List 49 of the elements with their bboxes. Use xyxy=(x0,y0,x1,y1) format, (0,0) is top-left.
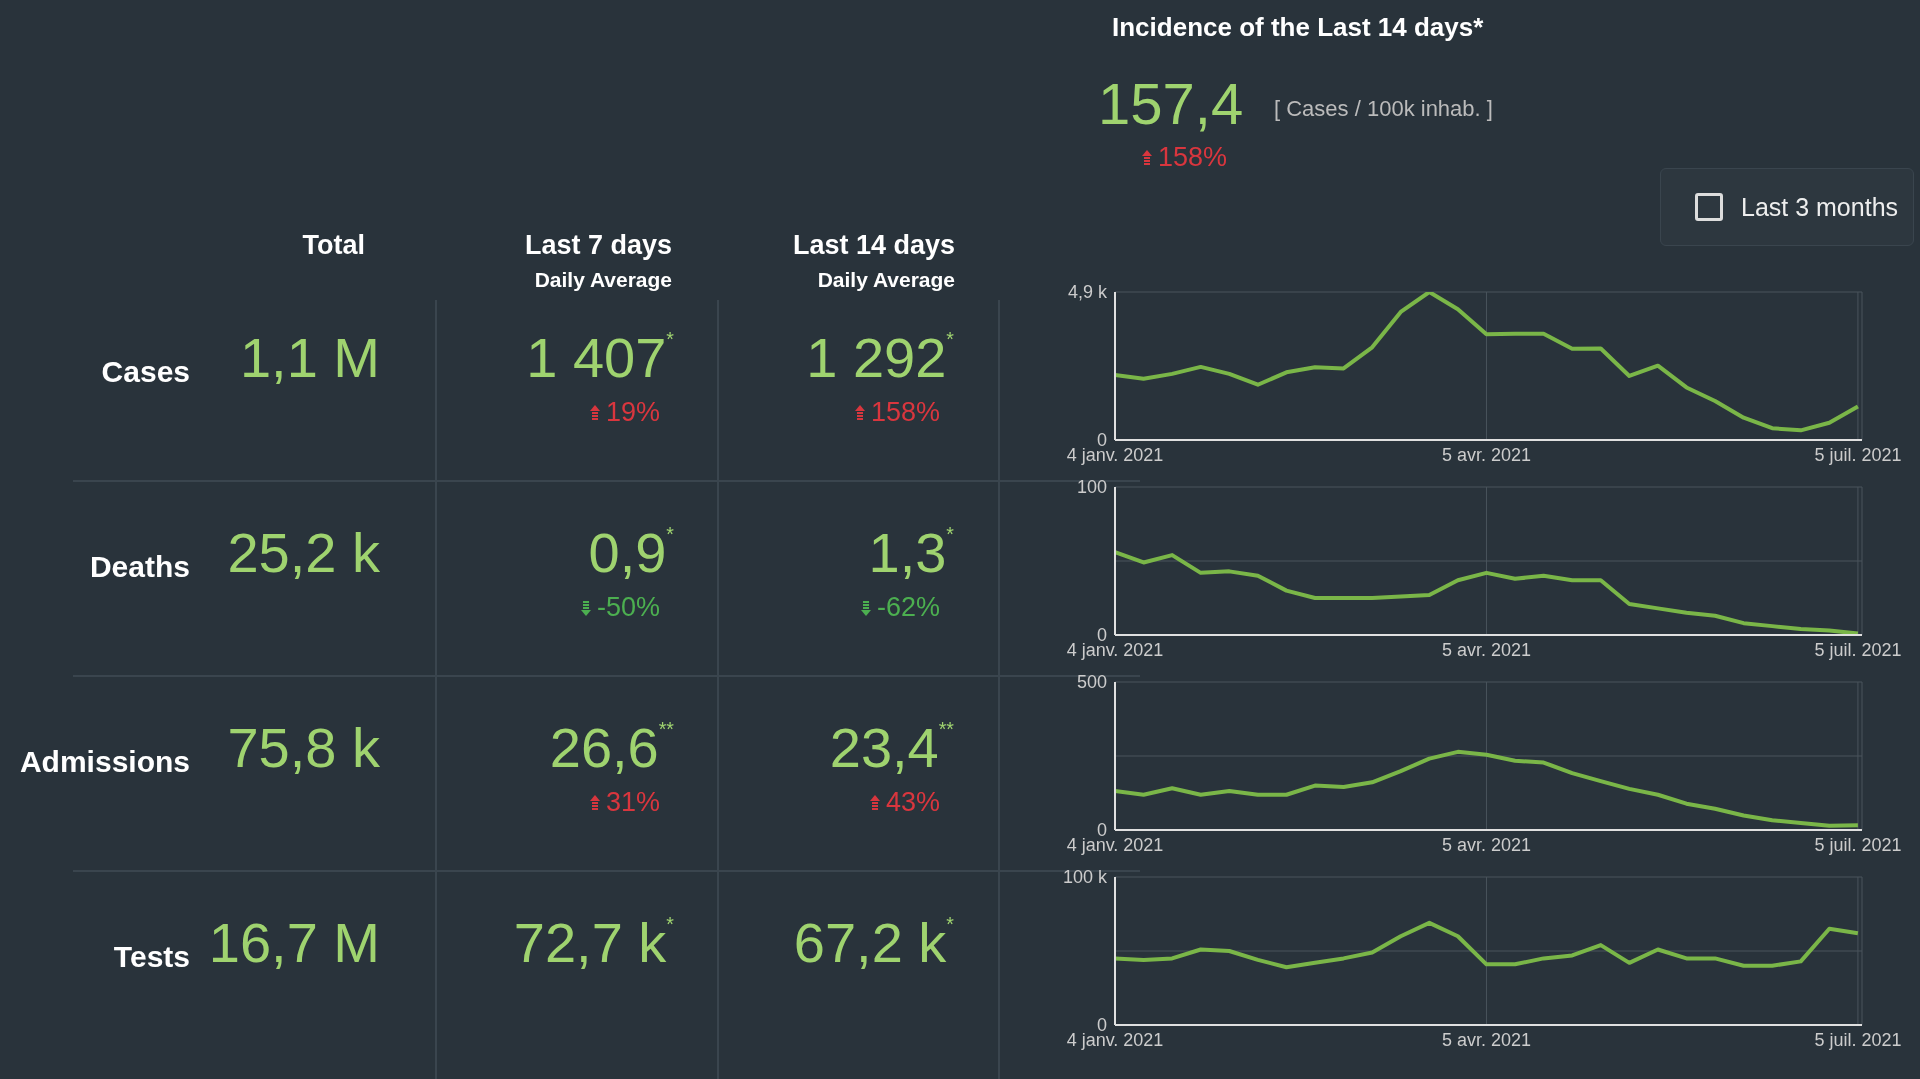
text: 23,4$^{**}$ xyxy=(829,716,954,779)
x-tick-label: 5 juil. 2021 xyxy=(1814,1029,1902,1050)
text: 75,8 k xyxy=(227,716,380,779)
text: 158% xyxy=(870,397,940,428)
y-tick-label: 4,9 k xyxy=(1067,282,1108,303)
text: Admissions xyxy=(19,745,190,778)
text: 157,4 xyxy=(1098,71,1244,136)
x-tick-label: 5 avr. 2021 xyxy=(1441,834,1531,855)
x-tick-label: 5 avr. 2021 xyxy=(1441,1029,1531,1050)
text: Daily Average xyxy=(817,268,955,291)
text: 67,2 k$^{*}$ xyxy=(793,911,954,974)
text: Deaths xyxy=(89,550,190,583)
text: 19% xyxy=(605,397,660,428)
text: -50% xyxy=(596,592,660,623)
y-tick-label: 100 xyxy=(1076,477,1107,498)
x-tick-label: 5 juil. 2021 xyxy=(1814,639,1902,660)
y-tick-label: 0 xyxy=(1096,430,1107,451)
text: 25,2 k xyxy=(227,521,380,584)
x-tick-label: 5 juil. 2021 xyxy=(1814,834,1902,855)
text: 72,7 k$^{*}$ xyxy=(513,911,674,974)
text: Incidence of the Last 14 days* xyxy=(1112,12,1484,42)
text: 26,6$^{**}$ xyxy=(549,716,674,779)
text: Last 3 months xyxy=(1741,192,1899,221)
y-tick-label: 100 k xyxy=(1062,867,1108,888)
y-tick-label: 0 xyxy=(1096,625,1107,646)
text: 43% xyxy=(885,787,940,818)
y-tick-label: 500 xyxy=(1076,672,1107,693)
text: 0,9$^{*}$ xyxy=(588,521,674,584)
text: 16,7 M xyxy=(208,911,380,974)
x-tick-label: 5 avr. 2021 xyxy=(1441,639,1531,660)
text: Last 14 days xyxy=(792,230,955,260)
y-tick-label: 0 xyxy=(1096,1015,1107,1036)
line-series xyxy=(1115,920,1860,970)
text: [ Cases / 100k inhab. ] xyxy=(1274,96,1493,121)
text: Total xyxy=(302,230,365,260)
y-tick-label: 0 xyxy=(1096,820,1107,841)
text: Cases xyxy=(101,355,190,388)
text: Daily Average xyxy=(534,268,672,291)
text: Tests xyxy=(113,940,190,973)
x-tick-label: 5 avr. 2021 xyxy=(1441,444,1531,465)
text: 158% xyxy=(1158,142,1228,173)
text: 1,1 M xyxy=(239,326,380,389)
text: 31% xyxy=(605,787,660,818)
text: 1,3$^{*}$ xyxy=(868,521,954,584)
text: Last 7 days xyxy=(524,230,672,260)
text: 1 407$^{*}$ xyxy=(526,326,674,389)
text: -62% xyxy=(876,592,940,623)
x-tick-label: 5 juil. 2021 xyxy=(1814,444,1902,465)
text: 1 292$^{*}$ xyxy=(806,326,954,389)
